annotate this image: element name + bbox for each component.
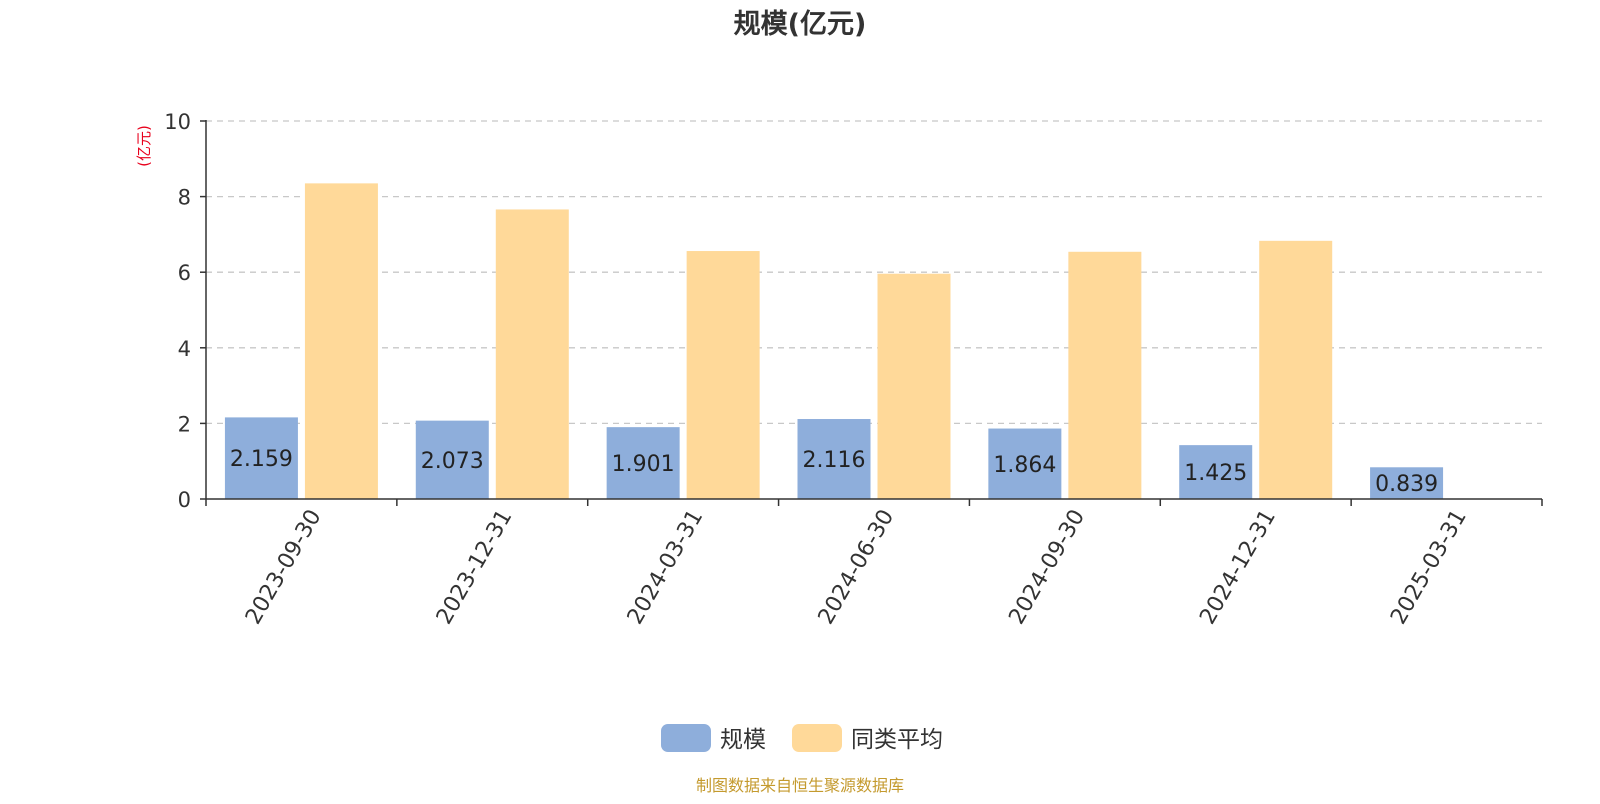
legend[interactable]: 规模 同类平均: [661, 724, 943, 753]
bar-data-label: 0.839: [1375, 472, 1438, 497]
y-axis-unit-label: (亿元): [135, 125, 153, 167]
bar-data-label: 1.864: [993, 453, 1056, 478]
legend-label: 规模: [720, 727, 766, 753]
x-tick-label: 2023-12-31: [432, 506, 518, 629]
y-tick-label: 4: [178, 337, 191, 361]
x-tick-label: 2025-03-31: [1386, 506, 1472, 629]
legend-label: 同类平均: [851, 727, 943, 753]
legend-item[interactable]: 规模: [661, 724, 766, 753]
bar-data-label: 2.073: [421, 449, 484, 474]
bar-scale[interactable]: [1370, 467, 1444, 499]
x-tick-label: 2024-06-30: [814, 506, 900, 629]
data-labels: 2.159 2.073 1.901 2.116 1.864 1.425 0.839: [230, 447, 1438, 497]
x-tick-label: 2023-09-30: [241, 506, 327, 629]
legend-swatch: [661, 724, 711, 752]
bar-peer-average[interactable]: [877, 273, 951, 499]
bar-peer-average[interactable]: [304, 183, 378, 499]
legend-swatch: [792, 724, 842, 752]
bar-peer-average[interactable]: [1068, 251, 1142, 499]
bars: [224, 183, 1444, 500]
x-tick-label: 2024-12-31: [1195, 506, 1281, 629]
chart-title: 规模(亿元): [734, 9, 867, 40]
bar-data-label: 2.159: [230, 447, 293, 472]
y-tick-label: 8: [178, 186, 191, 210]
source-note: 制图数据来自恒生聚源数据库: [696, 776, 904, 795]
bar-scale[interactable]: [415, 420, 489, 499]
bar-data-label: 2.116: [803, 448, 866, 473]
bar-data-label: 1.901: [612, 452, 675, 477]
legend-item[interactable]: 同类平均: [792, 724, 943, 753]
y-tick-label: 10: [164, 110, 191, 134]
bar-scale[interactable]: [988, 428, 1062, 499]
bar-scale[interactable]: [797, 419, 871, 499]
grid-lines: [206, 120, 1542, 425]
bar-scale[interactable]: [1179, 445, 1253, 499]
bar-scale[interactable]: [224, 417, 298, 499]
x-tick-label: 2024-09-30: [1004, 506, 1090, 629]
y-tick-label: 2: [178, 412, 191, 436]
bar-peer-average[interactable]: [1259, 240, 1333, 500]
y-tick-label: 6: [178, 261, 191, 285]
x-tick-label: 2024-03-31: [623, 506, 709, 629]
bar-peer-average[interactable]: [495, 209, 569, 499]
bar-scale[interactable]: [606, 427, 680, 499]
y-tick-label: 0: [178, 488, 191, 512]
bar-peer-average[interactable]: [686, 251, 760, 499]
bar-data-label: 1.425: [1184, 461, 1247, 486]
